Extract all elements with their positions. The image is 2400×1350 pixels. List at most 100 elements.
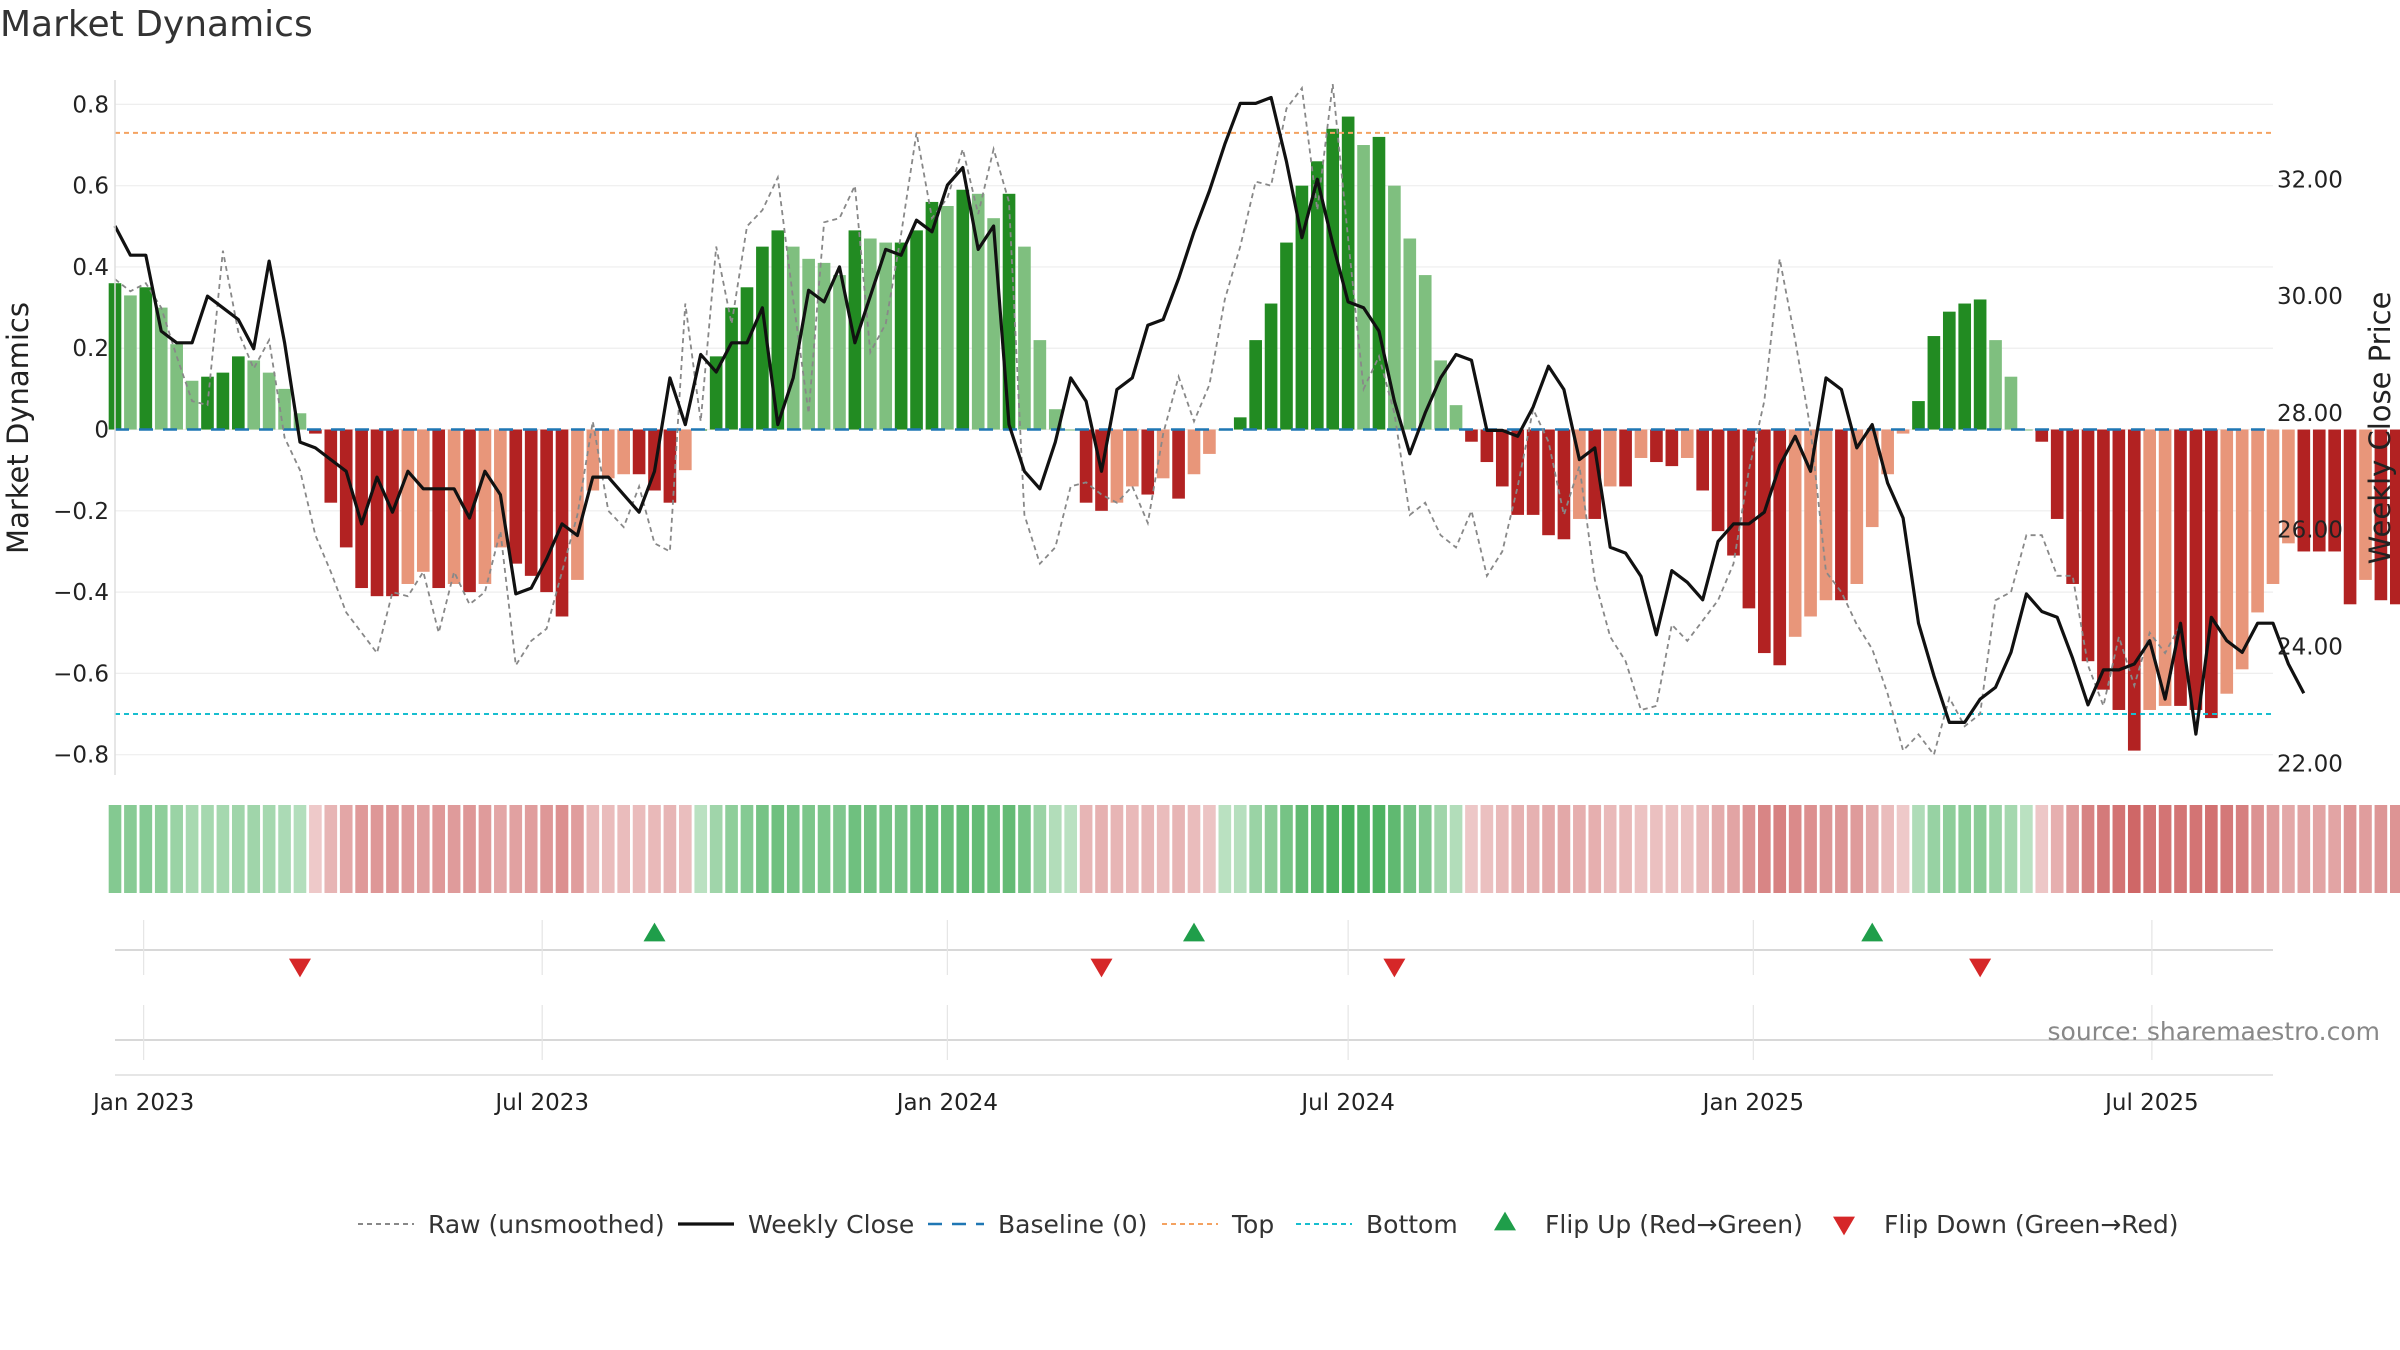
y2-tick-label: 24.00 [2277,635,2343,661]
regime-cell [1958,805,1972,893]
md-bar [1711,429,1725,532]
md-bar [1033,340,1047,430]
empty-panel [115,1005,2273,1060]
regime-cell [139,805,153,893]
flip-panel [115,920,2273,978]
flip-up-marker [1183,922,1205,942]
legend-label: Flip Up (Red→Green) [1545,1210,1803,1239]
md-bar [1064,429,1078,431]
regime-cell [1588,805,1602,893]
md-bar [771,230,785,430]
regime-cell [463,805,476,893]
regime-cell [910,805,923,893]
regime-cell [1418,805,1432,893]
regime-cell [679,805,692,893]
regime-cell [231,805,245,893]
md-bar [1865,429,1879,528]
regime-cell [802,805,815,893]
md-bar [1172,429,1185,499]
raw-unsmoothed-line [114,83,2182,757]
regime-cell [1064,805,1078,893]
regime-cell [494,805,507,893]
md-bar [1526,429,1540,515]
regime-cell [1388,805,1401,893]
legend-label: Raw (unsmoothed) [428,1210,665,1239]
regime-cell [2143,805,2157,893]
md-bar [1310,161,1324,430]
legend-label: Bottom [1366,1210,1458,1239]
regime-cell [1264,805,1278,893]
md-bar [663,429,677,503]
regime-cell [1526,805,1540,893]
regime-cell [571,805,584,893]
md-bar [1388,185,1401,430]
y-tick-label: −0.6 [53,661,109,687]
md-bar [833,275,846,430]
regime-cell [1619,805,1632,893]
regime-cell [1727,805,1740,893]
md-bar [1927,336,1941,430]
regime-strip [108,805,2400,893]
md-bar [1449,405,1463,430]
bars-layer [108,116,2400,751]
regime-cell [309,805,322,893]
regime-cell [1233,805,1247,893]
md-bar [355,429,368,589]
regime-cell [956,805,970,893]
regime-cell [1018,805,1031,893]
regime-cell [1449,805,1463,893]
regime-cell [1773,805,1787,893]
md-bar [1079,429,1093,503]
regime-cell [1788,805,1802,893]
md-bar [756,246,769,430]
md-bar [216,372,230,430]
md-bar [1896,429,1910,434]
regime-cell [2282,805,2295,893]
regime-cell [1542,805,1555,893]
legend-item: Top [1162,1210,1274,1239]
md-bar [1495,429,1509,487]
md-bar [2312,429,2326,552]
regime-cell [247,805,261,893]
md-bar [1788,429,1802,637]
regime-cell [1480,805,1494,893]
regime-cell [262,805,276,893]
md-bar [1341,116,1355,430]
md-bar [2050,429,2064,519]
md-bar [2251,429,2264,613]
md-bar [1819,429,1833,601]
x-tick-label: Jan 2023 [91,1090,194,1116]
flip-up-marker [643,922,666,942]
regime-cell [863,805,877,893]
y-tick-label: −0.2 [53,499,109,525]
legend-item: Raw (unsmoothed) [358,1210,665,1239]
regime-cell [1110,805,1124,893]
y-tick-label: −0.8 [53,743,109,769]
md-bar [1295,185,1309,430]
regime-cell [2297,805,2311,893]
regime-cell [894,805,908,893]
regime-cell [2112,805,2126,893]
x-tick-label: Jan 2024 [895,1090,998,1116]
md-bar [2266,429,2280,584]
regime-cell [1573,805,1586,893]
regime-cell [617,805,630,893]
regime-cell [1603,805,1617,893]
y-tick-label: 0.8 [72,92,109,118]
md-bar [247,360,261,430]
regime-cell [1912,805,1925,893]
regime-cell [1835,805,1848,893]
md-bar [1989,340,2002,430]
regime-cell [1079,805,1093,893]
regime-cell [2097,805,2110,893]
y-axis-label: Market Dynamics [1,302,35,554]
legend-label: Weekly Close [748,1210,914,1239]
y-tick-label: −0.4 [53,580,109,606]
regime-cell [1403,805,1417,893]
regime-cell [1295,805,1309,893]
legend-item: Weekly Close [678,1210,914,1239]
regime-cell [1942,805,1956,893]
x-tick-label: Jul 2024 [1299,1090,1395,1116]
regime-cell [648,805,661,893]
md-bar [139,287,153,430]
